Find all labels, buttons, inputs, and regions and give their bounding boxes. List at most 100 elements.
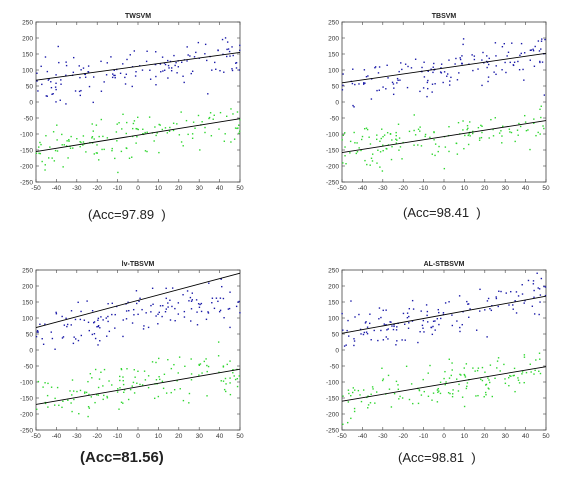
blue-point [342,84,344,87]
blue-point [150,311,152,313]
blue-point [72,342,75,345]
green-point [205,358,207,360]
green-point [132,122,135,125]
blue-point [51,337,54,340]
x-tick-label: 40 [522,185,530,192]
y-tick-label: -100 [326,131,339,138]
x-tick-label: -20 [398,433,408,440]
blue-point [436,318,439,320]
panel-tbsvm: TBSVM 250 200 150 100 50 0 -50 -100 -150 -200 -250-… [306,8,556,203]
blue-point [501,46,504,48]
green-point [346,421,349,424]
green-point [88,407,91,409]
green-point [458,383,460,386]
green-point [466,382,469,384]
blue-point [222,297,225,300]
green-point [94,401,96,404]
blue-point [139,297,141,300]
blue-point [540,277,543,280]
y-tick-label: 50 [26,331,34,338]
blue-point [205,318,208,321]
green-point [418,389,421,391]
green-point [439,392,442,395]
green-point [413,114,415,116]
green-point [449,392,451,395]
y-tick-label: -250 [20,179,33,186]
blue-point [99,340,101,342]
x-tick-label: -10 [113,185,123,192]
blue-point [439,71,442,73]
green-point [209,112,212,114]
blue-point [382,339,385,341]
x-tick-label: 10 [155,185,163,192]
y-tick-label: 0 [29,347,33,354]
x-tick-label: -30 [378,433,388,440]
green-point [367,407,369,409]
blue-point [522,68,524,71]
blue-point [188,300,190,302]
green-point [512,374,514,377]
blue-point [432,71,434,74]
blue-point [175,61,177,64]
green-point [158,151,160,154]
green-point [483,396,485,398]
blue-point [239,312,241,314]
green-point [101,148,103,151]
y-tick-label: 50 [26,83,34,90]
green-point [429,136,431,139]
blue-point [353,338,355,340]
blue-point [532,48,534,51]
scatter-plot-twsvm: TWSVM250200150100500-50-100-150-200-250-… [20,13,244,192]
green-point [73,398,75,401]
blue-point [195,51,197,54]
green-point [47,382,49,385]
blue-point [165,297,167,300]
green-point [237,124,240,126]
blue-point [486,55,488,57]
blue-point [213,307,216,310]
blue-point [505,71,507,74]
green-point [63,144,65,146]
blue-point [176,72,178,74]
green-point [413,129,415,132]
green-point [519,125,522,128]
blue-point [208,282,210,284]
green-point [116,140,118,142]
blue-point [362,333,365,336]
blue-point [363,83,365,85]
blue-point [487,63,490,66]
green-point [54,397,56,400]
accuracy-caption-tbsvm: (Acc=98.41 ) [403,205,481,220]
green-point [80,141,82,144]
blue-point [113,69,115,72]
blue-point [107,320,109,323]
green-point [524,114,526,117]
blue-point [421,324,424,327]
blue-point [431,333,434,336]
blue-point [530,49,532,51]
green-point [543,127,545,130]
blue-point [66,323,69,326]
green-point [439,381,442,384]
green-point [151,361,154,363]
blue-point [154,63,157,66]
green-point [444,146,447,148]
blue-point [544,38,546,41]
green-point [472,132,474,135]
green-point [182,399,185,402]
y-tick-label: -150 [20,395,33,402]
green-point [487,377,489,379]
green-point [94,368,97,371]
blue-point [226,55,228,58]
blue-point [518,69,521,71]
green-point [229,377,231,379]
blue-point [367,75,369,77]
y-tick-label: 0 [335,99,339,106]
green-point [350,417,352,420]
blue-point [46,70,49,73]
green-point [504,382,507,385]
blue-point [520,52,522,55]
blue-point [215,297,218,299]
green-point [82,144,84,146]
blue-point [78,90,81,93]
